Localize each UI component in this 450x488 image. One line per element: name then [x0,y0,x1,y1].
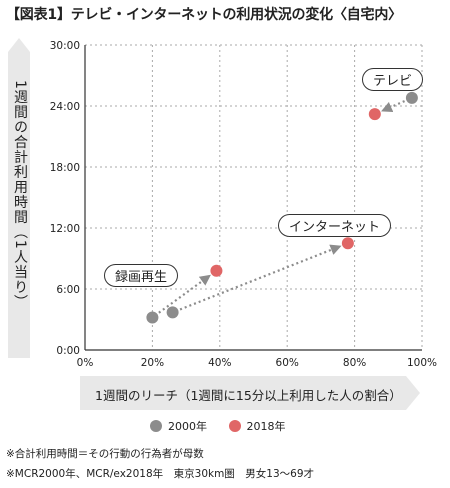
x-tick-label: 80% [343,357,366,369]
y-axis-label: 1週間の合計利用時間（1人当り） [12,80,28,310]
callout-recorded: 録画再生 [104,264,179,287]
x-axis-arrow-shape [80,376,420,410]
y-tick-label: 24:00 [50,101,80,113]
footnote-2: ※MCR2000年、MCR/ex2018年 東京30km圏 男女13〜69才 [6,468,315,480]
point-2018 [341,237,354,250]
callout-internet: インターネット [278,214,392,237]
legend-dot-2018-icon [228,420,241,432]
change-arrow [179,244,342,311]
y-tick-label: 18:00 [50,162,80,174]
x-tick-label: 20% [141,357,164,369]
legend-item-2000: 2000年 [150,418,207,434]
change-arrow [381,100,406,113]
y-tick-label: 30:00 [50,40,80,52]
chart-title: 【図表1】テレビ・インターネットの利用状況の変化〈自宅内〉 [6,7,402,23]
change-arrow [158,274,211,314]
legend: 2000年 2018年 [150,418,304,435]
x-tick-label: 100% [407,357,437,369]
legend-label-2018: 2018年 [246,420,286,433]
legend-dot-2000-icon [150,420,162,432]
point-2000 [146,311,159,324]
x-tick-label: 40% [208,357,231,369]
footnote-1: ※合計利用時間＝その行動の行為者が母数 [6,448,204,460]
callout-tv: テレビ [362,68,424,91]
y-tick-label: 0:00 [56,345,80,357]
y-tick-label: 12:00 [50,223,80,235]
x-tick-label: 60% [276,357,299,369]
plot-area: 0% 20% 40% 60% 80% 100% 0:00 6:00 12:00 18:00 24:0… [50,40,437,369]
point-2018 [210,264,223,277]
x-axis-label: 1週間のリーチ（1週間に15分以上利用した人の割合） [95,388,402,403]
x-tick-label: 0% [77,357,94,369]
y-tick-label: 6:00 [56,284,80,296]
point-2000 [166,306,179,319]
legend-label-2000: 2000年 [168,420,207,433]
point-2000 [405,91,418,104]
legend-item-2018: 2018年 [228,418,286,434]
point-2018 [368,108,381,121]
y-axis-arrow-shape [8,38,30,358]
